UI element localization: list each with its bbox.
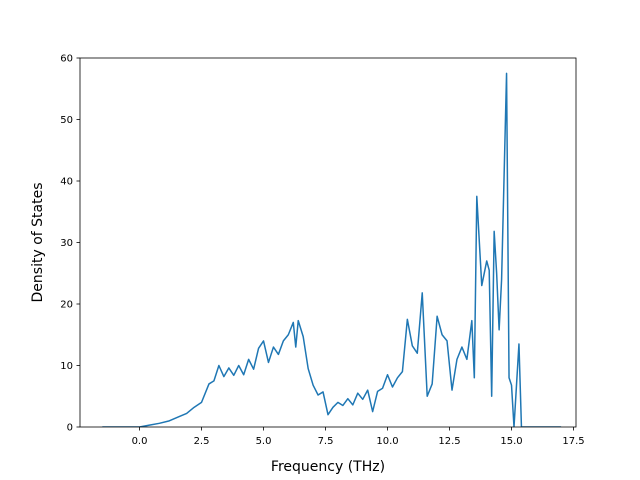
x-tick-label: 0.0 — [132, 436, 148, 447]
x-tick-label: 17.5 — [562, 436, 584, 447]
plot-area: 0.0 2.5 5.0 7.5 10.0 12.5 15.0 17.5 0 10 20 30 40 50 6… — [60, 54, 584, 447]
x-tick-label: 5.0 — [256, 436, 272, 447]
x-tick-label: 2.5 — [194, 436, 210, 447]
y-tick-label: 50 — [60, 115, 73, 126]
y-tick-label: 20 — [60, 300, 73, 311]
x-tick-label: 10.0 — [376, 436, 398, 447]
y-tick-label: 10 — [60, 361, 73, 372]
x-tick-label: 15.0 — [500, 436, 522, 447]
y-axis-label: Density of States — [30, 183, 46, 303]
dos-series-line-0 — [102, 72, 562, 427]
x-axis-label: Frequency (THz) — [271, 459, 385, 475]
y-tick-label: 60 — [60, 54, 73, 65]
y-tick-label: 0 — [67, 423, 73, 434]
y-tick-label: 40 — [60, 177, 73, 188]
x-tick-label: 12.5 — [438, 436, 460, 447]
y-tick-label: 30 — [60, 238, 73, 249]
x-tick-label: 7.5 — [318, 436, 334, 447]
